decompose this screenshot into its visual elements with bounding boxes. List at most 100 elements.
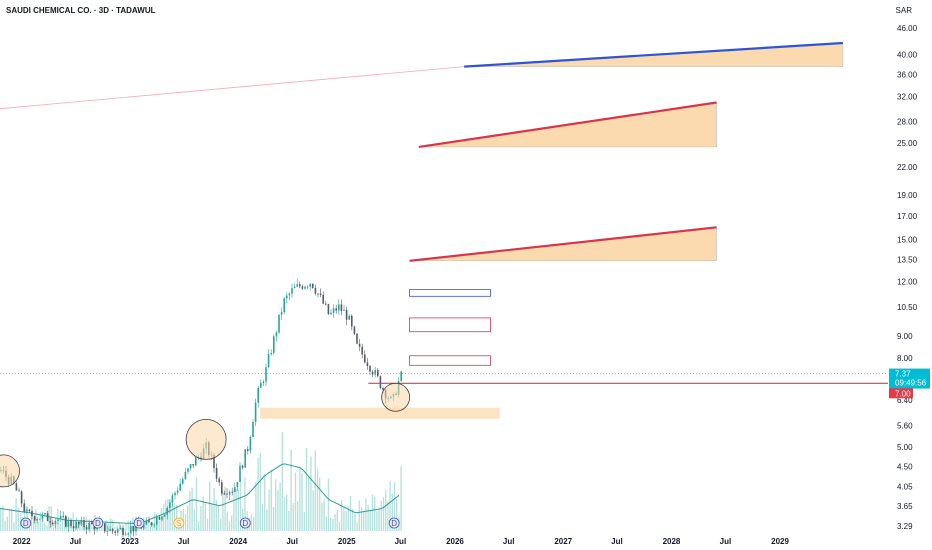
volume-bar	[24, 503, 26, 531]
candle-body	[54, 520, 57, 525]
volume-bar	[81, 522, 83, 531]
volume-bar	[380, 500, 382, 531]
volume-bar	[70, 525, 72, 531]
volume-bar	[46, 525, 48, 531]
candle-body	[52, 522, 54, 525]
candle-body	[158, 516, 161, 520]
candle-body	[70, 520, 72, 527]
volume-bar	[387, 501, 389, 531]
volume-bar	[349, 496, 352, 531]
price-tick-label: 12.00	[897, 278, 918, 287]
price-tick-label: 5.60	[897, 421, 913, 430]
candle-body	[192, 464, 194, 466]
volume-bar	[187, 505, 189, 531]
candle-body	[166, 508, 168, 515]
volume-bar	[151, 522, 154, 531]
candle-body	[234, 487, 236, 492]
volume-bar	[85, 516, 88, 531]
volume-bar	[239, 478, 242, 531]
candle-body	[215, 467, 218, 479]
volume-bar	[336, 510, 338, 531]
volume-bar	[195, 477, 198, 531]
target-box	[409, 317, 491, 333]
candle-body	[62, 516, 64, 517]
candle-body	[153, 524, 155, 526]
volume-bar	[193, 509, 195, 531]
support-zone	[260, 407, 500, 419]
candle-body	[377, 370, 379, 377]
candle-body	[114, 531, 116, 533]
candle-body	[265, 367, 267, 382]
volume-bar	[121, 527, 123, 531]
target-trend-line	[464, 41, 843, 68]
candle-body	[39, 518, 41, 520]
volume-bar	[147, 520, 149, 531]
candle-body	[226, 493, 228, 495]
time-tick-label: Jul	[178, 537, 190, 546]
candle-body	[293, 286, 296, 289]
volume-bar	[391, 493, 393, 531]
volume-bar	[105, 520, 107, 531]
candle-body	[288, 293, 291, 296]
candle-body	[312, 283, 314, 288]
volume-bar	[253, 516, 255, 531]
volume-bar	[382, 497, 385, 531]
time-tick-label: Jul	[286, 537, 298, 546]
candle-body	[26, 509, 28, 512]
volume-bar	[127, 520, 129, 531]
price-tick-label: 25.00	[897, 139, 918, 148]
price-tick-label: 19.00	[897, 191, 918, 200]
candle-body	[23, 503, 25, 512]
volume-bar	[92, 527, 94, 531]
target-trend-line	[409, 226, 717, 262]
candle-body	[306, 286, 309, 288]
price-tick-label: 46.00	[897, 24, 918, 33]
last-price-tag	[889, 368, 930, 389]
time-tick-label: 2022	[13, 537, 31, 546]
volume-bar	[6, 516, 8, 531]
candle-body	[371, 371, 374, 375]
dividend-event-marker	[92, 517, 104, 529]
candle-body	[122, 527, 124, 536]
time-tick-label: 2028	[663, 537, 681, 546]
volume-bar	[165, 499, 167, 531]
candle-body	[41, 514, 44, 519]
volume-bar	[347, 506, 349, 531]
volume-bar	[211, 504, 213, 531]
dividend-event-marker	[388, 517, 400, 529]
volume-bar	[292, 503, 294, 531]
volume-bar	[48, 506, 50, 531]
price-tick-label: 17.00	[897, 212, 918, 221]
highlight-circle	[381, 382, 411, 412]
volume-bar	[297, 501, 299, 531]
volume-bar	[90, 523, 92, 531]
volume-bar	[341, 500, 343, 531]
candle-body	[88, 522, 90, 530]
candle-body	[221, 482, 223, 494]
price-tick-label: 13.50	[897, 255, 918, 264]
candle-body	[163, 514, 166, 517]
volume-bar	[162, 504, 165, 531]
price-layer	[0, 278, 402, 539]
volume-bar	[352, 509, 354, 531]
volume-bar	[365, 498, 367, 531]
volume-bar	[41, 514, 44, 531]
price-tick-label: 3.29	[897, 522, 913, 531]
volume-bar	[200, 505, 202, 531]
volume-bar	[294, 472, 297, 531]
volume-bar	[149, 522, 151, 531]
candle-body	[325, 303, 327, 305]
volume-bar	[167, 499, 169, 531]
time-tick-label: 2027	[554, 537, 572, 546]
candle-body	[358, 343, 361, 347]
volume-bar	[290, 449, 292, 531]
candle-body	[67, 520, 70, 527]
volume-bar	[299, 466, 301, 531]
candle-body	[150, 522, 153, 525]
candle-body	[283, 298, 285, 313]
volume-bar	[257, 458, 259, 531]
candle-body	[195, 457, 197, 466]
volume-bar	[272, 506, 275, 531]
candle-body	[156, 516, 158, 525]
